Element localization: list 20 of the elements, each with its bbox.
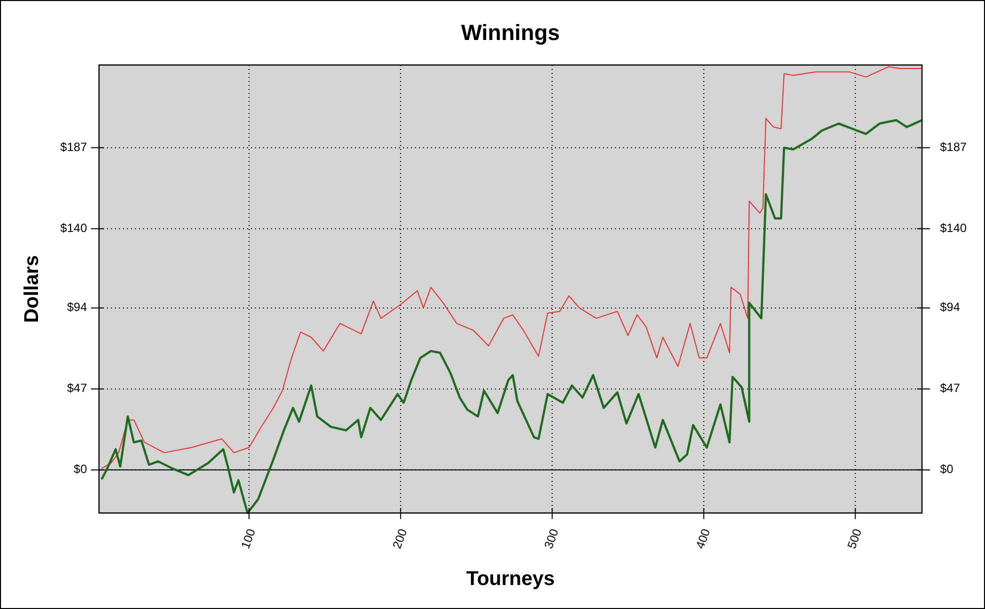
line-series xyxy=(102,66,922,469)
y-tick-label: $140 xyxy=(60,220,88,235)
y2-tick-label: $140 xyxy=(940,220,968,235)
y-axis-title: Dollars xyxy=(21,255,43,323)
x-tick-label: 500 xyxy=(844,526,865,551)
y-tick-label: $94 xyxy=(66,300,88,314)
x-tick-label: 300 xyxy=(541,526,562,551)
chart-title: Winnings xyxy=(461,20,560,45)
y2-tick-label: $0 xyxy=(940,462,954,476)
line-series xyxy=(100,119,922,514)
y2-tick-label: $47 xyxy=(940,381,960,396)
x-tick-label: 100 xyxy=(238,526,258,551)
x-tick-label: 400 xyxy=(692,526,714,551)
x-tick-label: 200 xyxy=(390,526,410,551)
y2-tick-label: $187 xyxy=(940,140,968,154)
y-tick-label: $187 xyxy=(60,140,88,154)
x-axis-title: Tourneys xyxy=(466,568,555,590)
y-tick-label: $47 xyxy=(66,381,88,396)
y2-tick-label: $94 xyxy=(940,300,960,314)
y-tick-label: $0 xyxy=(74,462,88,476)
